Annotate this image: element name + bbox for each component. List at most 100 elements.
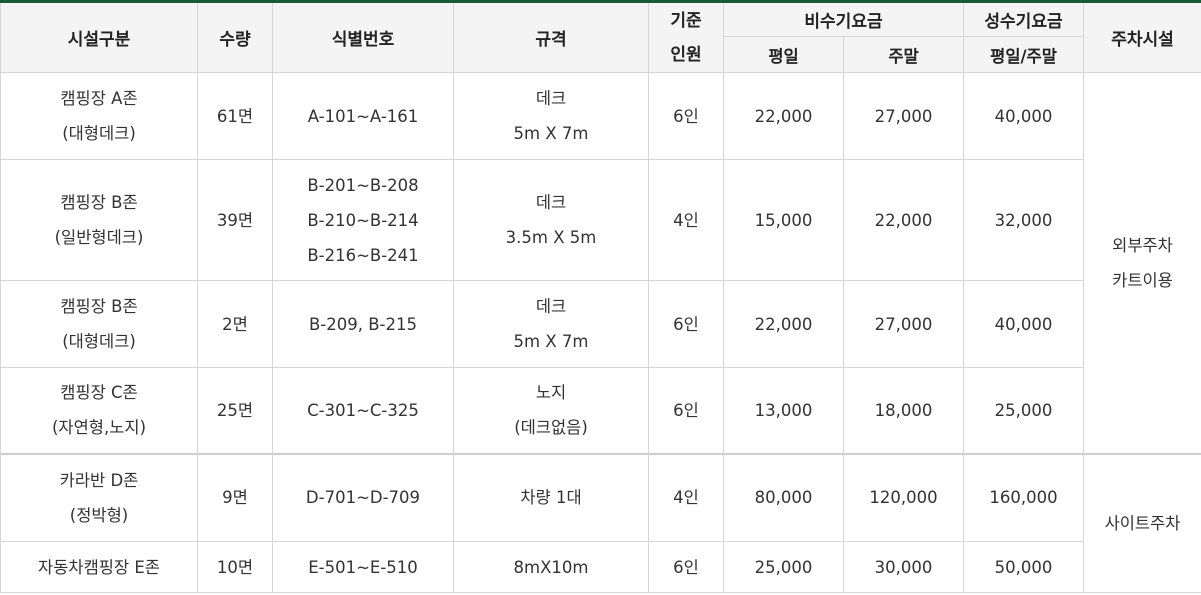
cell-offpeak-weekday: 15,000 — [723, 159, 844, 281]
cell-spec: 데크 3.5m X 5m — [453, 159, 649, 281]
cell-parking: 사이트주차 — [1083, 452, 1201, 593]
cell-peak: 25,000 — [963, 367, 1085, 454]
cell-line: (자연형,노지) — [51, 418, 147, 438]
cell-peak: 160,000 — [963, 452, 1085, 542]
table-row: 카라반 D존 (정박형) 9면 D-701~D-709 차량 1대 4인 80,000 120… — [0, 452, 1201, 593]
header-capacity-line2: 인원 — [670, 44, 702, 65]
cell-peak: 40,000 — [963, 280, 1085, 368]
cell-line: B-216~B-241 — [307, 245, 419, 265]
cell-spec: 8mX10m — [453, 541, 649, 593]
cell-capacity: 6인 — [648, 72, 724, 160]
cell-line: E-501~E-510 — [308, 557, 418, 577]
cell-offpeak-weekend: 18,000 — [842, 367, 965, 454]
cell-line: 차량 1대 — [520, 488, 582, 508]
header-offpeak-weekend: 주말 — [842, 36, 965, 73]
cell-line: (대형데크) — [62, 124, 136, 143]
header-facility: 시설구분 — [0, 0, 198, 73]
cell-ident: A-101~A-161 — [272, 72, 454, 160]
table-row: 캠핑장 C존 (자연형,노지) 25면 C-301~C-325 노지 (데크없음) 6인 13… — [0, 367, 1201, 454]
header-row-2: 평일 주말 평일/주말 — [1, 36, 1201, 73]
cell-facility: 자동차캠핑장 E존 — [0, 541, 198, 593]
header-offpeak: 비수기요금 — [722, 0, 965, 37]
cell-line: D-701~D-709 — [305, 488, 421, 508]
cell-offpeak-weekday: 13,000 — [723, 367, 844, 454]
cell-count: 10면 — [197, 541, 273, 593]
cell-line: 캠핑장 B존 — [60, 193, 138, 212]
cell-line: 3.5m X 5m — [505, 228, 597, 247]
cell-facility: 캠핑장 C존 (자연형,노지) — [0, 367, 198, 454]
cell-line: 데크 — [535, 297, 567, 316]
cell-line: 카트이용 — [1112, 270, 1173, 290]
cell-capacity: 4인 — [648, 452, 724, 542]
header-ident: 식별번호 — [272, 0, 454, 73]
cell-spec: 데크 5m X 7m — [453, 280, 649, 368]
cell-facility: 캠핑장 A존 (대형데크) — [0, 72, 198, 160]
cell-line: 5m X 7m — [513, 332, 589, 351]
table-row: 자동차캠핑장 E존 10면 E-501~E-510 8mX10m 6인 25,000 30,… — [0, 541, 1201, 593]
header-peak: 성수기요금 — [963, 0, 1085, 37]
cell-offpeak-weekday: 22,000 — [723, 72, 844, 160]
table-row: 캠핑장 A존 (대형데크) 61면 A-101~A-161 데크 5m X 7m 6인 22,… — [0, 72, 1201, 454]
cell-count: 2면 — [197, 280, 273, 368]
table-row: 캠핑장 B존 (일반형데크) 39면 B-201~B-208 B-210~B-214 B-… — [0, 159, 1201, 281]
cell-line: 캠핑장 A존 — [60, 89, 138, 108]
cell-line: B-201~B-208 — [307, 175, 419, 195]
header-count: 수량 — [197, 0, 273, 73]
cell-facility: 캠핑장 B존 (일반형데크) — [0, 159, 198, 281]
cell-count: 39면 — [197, 159, 273, 281]
header-capacity-line1: 기준 — [670, 10, 702, 31]
cell-line: 노지 — [535, 383, 567, 403]
cell-line: 5m X 7m — [513, 124, 589, 143]
cell-spec: 차량 1대 — [453, 452, 649, 542]
cell-peak: 50,000 — [963, 541, 1085, 593]
table-row: 캠핑장 B존 (대형데크) 2면 B-209, B-215 데크 5m X 7m 6인 22,… — [0, 280, 1201, 368]
cell-count: 61면 — [197, 72, 273, 160]
cell-facility: 카라반 D존 (정박형) — [0, 452, 198, 542]
table-body: 캠핑장 A존 (대형데크) 61면 A-101~A-161 데크 5m X 7m 6인 22,… — [0, 72, 1201, 593]
cell-line: 캠핑장 C존 — [60, 383, 138, 403]
cell-offpeak-weekend: 120,000 — [842, 452, 965, 542]
header-row-1: 시설구분 수량 식별번호 규격 기준 인원 비수기요금 성수기요금 주차시설 — [0, 0, 1201, 73]
cell-line: 8mX10m — [513, 557, 589, 577]
cell-line: C-301~C-325 — [307, 400, 419, 420]
cell-offpeak-weekday: 25,000 — [723, 541, 844, 593]
cell-line: 캠핑장 B존 — [60, 297, 138, 316]
cell-ident: C-301~C-325 — [272, 367, 454, 454]
cell-capacity: 6인 — [648, 541, 724, 593]
cell-line: (정박형) — [69, 505, 129, 525]
cell-count: 25면 — [197, 367, 273, 454]
cell-peak: 32,000 — [963, 159, 1085, 281]
cell-capacity: 6인 — [648, 280, 724, 368]
cell-offpeak-weekend: 27,000 — [842, 280, 965, 368]
cell-spec: 노지 (데크없음) — [453, 367, 649, 454]
cell-peak: 40,000 — [963, 72, 1085, 160]
cell-line: (대형데크) — [62, 332, 136, 351]
cell-ident: B-209, B-215 — [272, 280, 454, 368]
cell-facility: 캠핑장 B존 (대형데크) — [0, 280, 198, 368]
cell-line: B-209, B-215 — [308, 314, 418, 334]
cell-line: 외부주차 — [1112, 235, 1173, 255]
cell-line: 데크 — [535, 193, 567, 212]
cell-offpeak-weekend: 30,000 — [842, 541, 965, 593]
cell-spec: 데크 5m X 7m — [453, 72, 649, 160]
header-peak-sub: 평일/주말 — [963, 36, 1085, 73]
cell-offpeak-weekday: 22,000 — [723, 280, 844, 368]
cell-ident: E-501~E-510 — [272, 541, 454, 593]
cell-line: 자동차캠핑장 E존 — [38, 557, 160, 577]
cell-offpeak-weekday: 80,000 — [723, 452, 844, 542]
cell-offpeak-weekend: 27,000 — [842, 72, 965, 160]
cell-ident: B-201~B-208 B-210~B-214 B-216~B-241 — [272, 159, 454, 281]
cell-line: A-101~A-161 — [307, 106, 419, 126]
header-capacity: 기준 인원 — [648, 0, 724, 73]
cell-capacity: 6인 — [648, 367, 724, 454]
cell-line: B-210~B-214 — [307, 210, 419, 230]
cell-offpeak-weekend: 22,000 — [842, 159, 965, 281]
cell-count: 9면 — [197, 452, 273, 542]
cell-ident: D-701~D-709 — [272, 452, 454, 542]
cell-line: 카라반 D존 — [59, 470, 139, 490]
cell-capacity: 4인 — [648, 159, 724, 281]
cell-line: 데크 — [535, 89, 567, 108]
